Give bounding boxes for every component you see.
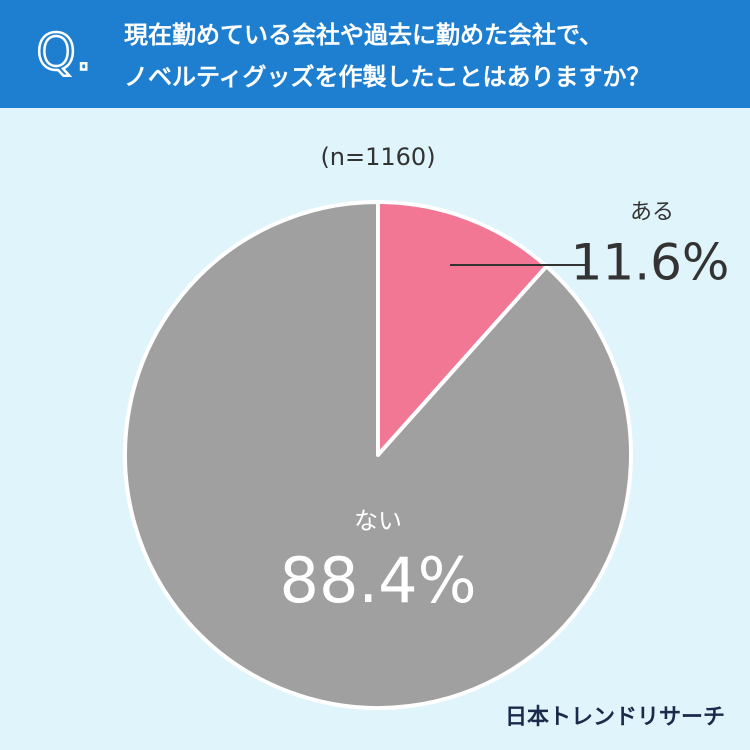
source-logo: 日本トレンドリサーチ — [505, 705, 725, 730]
header — [0, 0, 750, 108]
value-label: 11.6% — [571, 234, 730, 292]
question-mark: Q. — [36, 24, 91, 82]
title-line: 現在勤めている会社や過去に勤めた会社で、 — [124, 21, 603, 49]
category-label: ない — [354, 507, 402, 535]
subtitle: (n=1160) — [320, 143, 435, 171]
title-line: ノベルティグッズを作製したことはありますか？ — [124, 63, 651, 91]
value-label: 88.4% — [280, 544, 477, 617]
pie-slice — [123, 200, 633, 710]
category-label: ある — [630, 200, 674, 225]
